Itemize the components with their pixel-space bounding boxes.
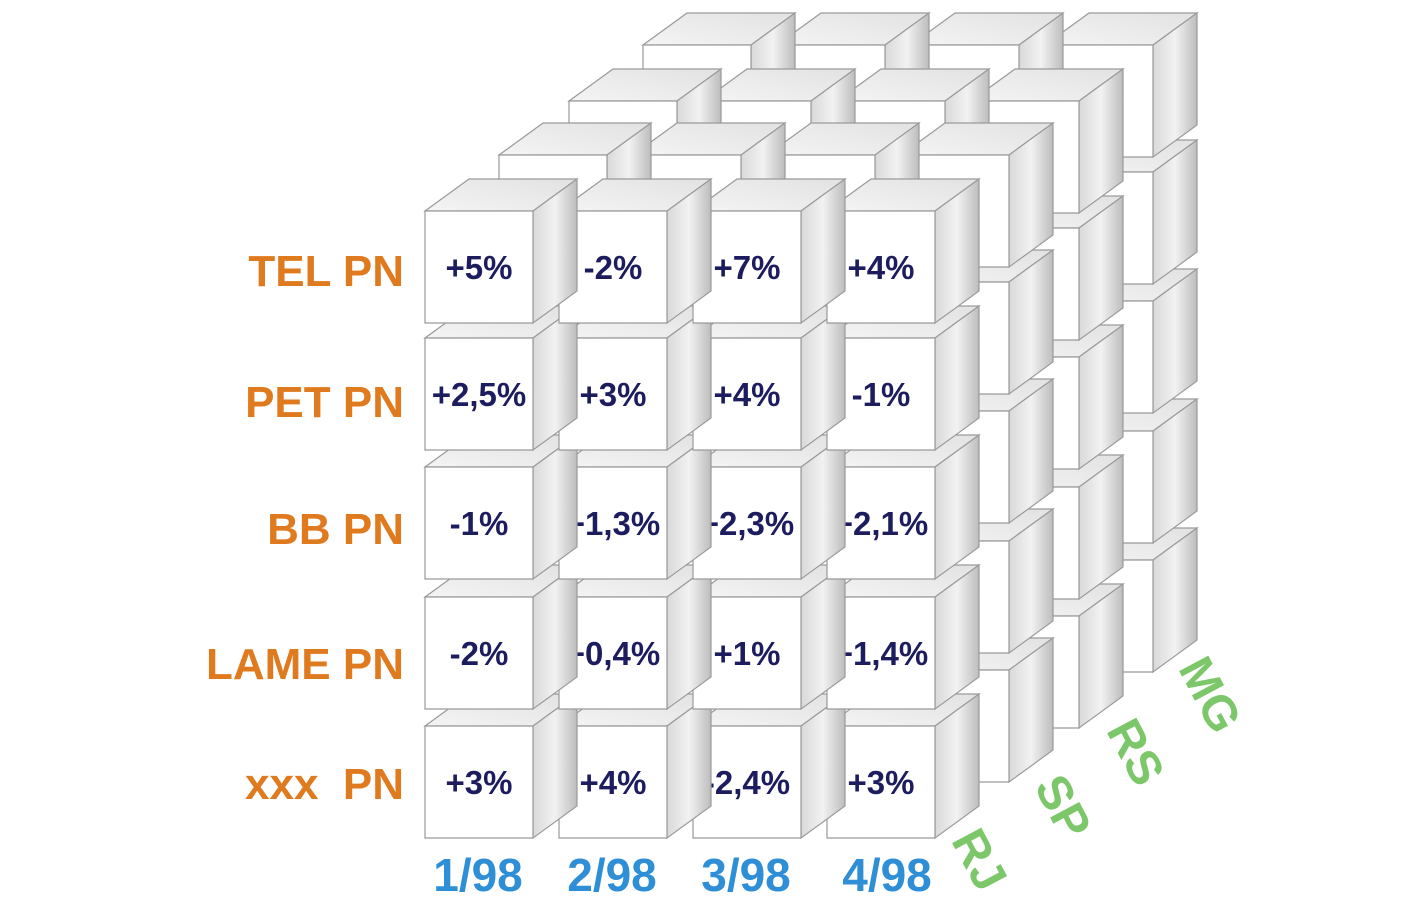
cell-value: -1% (852, 376, 911, 413)
column-label-1-98: 1/98 (433, 849, 523, 901)
cube-front-face (424, 466, 534, 580)
cube-grid: +3% -2,4% +4% +3% +1,4% +1% +0,4% -2% +2,1% +2,3%… (423, 11, 1199, 840)
front-cube: +2,3% (691, 433, 847, 581)
front-cube: +1% (691, 563, 847, 711)
cube-front-face (424, 210, 534, 324)
front-cube: +0,4% (557, 563, 713, 711)
cube-front-face (424, 596, 534, 710)
row-label-tel-pn: TEL PN (248, 247, 404, 296)
front-cube: -2% (557, 177, 713, 325)
cell-value: +7% (714, 249, 781, 286)
cell-value: +2,5% (432, 376, 527, 413)
front-cube: -2,4% (691, 692, 847, 840)
column-label-4-98: 4/98 (842, 849, 932, 901)
cell-value: +1% (714, 635, 781, 672)
front-cube: +1,3% (557, 433, 713, 581)
front-cube: +2,5% (423, 304, 579, 452)
cell-value: -2% (584, 249, 643, 286)
cell-value: +0,4% (566, 635, 661, 672)
front-cube: +3% (825, 692, 981, 840)
cell-value: +3% (848, 764, 915, 801)
front-cube: +5% (423, 177, 579, 325)
cell-value: +4% (714, 376, 781, 413)
front-cube: +4% (557, 692, 713, 840)
cube-front-face (424, 337, 534, 451)
cell-value: +3% (580, 376, 647, 413)
row-label-xxx-pn: xxx PN (245, 760, 404, 809)
cell-value: -2,4% (704, 764, 790, 801)
cell-value: +1,3% (566, 505, 661, 542)
cell-value: -2% (450, 635, 509, 672)
cell-value: -1% (450, 505, 509, 542)
column-label-2-98: 2/98 (567, 849, 657, 901)
front-cube: -2% (423, 563, 579, 711)
front-cube: +2,1% (825, 433, 981, 581)
cell-value: +4% (580, 764, 647, 801)
cell-value: +1,4% (834, 635, 929, 672)
column-label-3-98: 3/98 (701, 849, 791, 901)
cube-front-face (424, 725, 534, 839)
front-cube: +7% (691, 177, 847, 325)
cell-value: +4% (848, 249, 915, 286)
cell-value: +3% (446, 764, 513, 801)
front-cube: +1,4% (825, 563, 981, 711)
cell-value: +5% (446, 249, 513, 286)
row-label-bb-pn: BB PN (267, 505, 404, 554)
row-label-pet-pn: PET PN (245, 378, 404, 427)
front-cube: +3% (557, 304, 713, 452)
front-cube: -1% (825, 304, 981, 452)
cell-value: +2,3% (700, 505, 795, 542)
front-cube: +4% (825, 177, 981, 325)
front-cube: +4% (691, 304, 847, 452)
front-cube: -1% (423, 433, 579, 581)
front-cube: +3% (423, 692, 579, 840)
row-label-lame-pn: LAME PN (206, 640, 404, 689)
cell-value: +2,1% (834, 505, 929, 542)
